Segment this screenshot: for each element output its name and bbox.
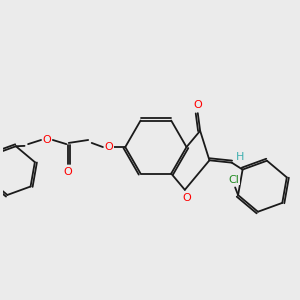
- Text: O: O: [104, 142, 113, 152]
- Text: O: O: [63, 167, 72, 177]
- Text: O: O: [183, 193, 192, 203]
- Text: H: H: [236, 152, 244, 162]
- Text: Cl: Cl: [229, 175, 239, 185]
- Text: O: O: [43, 135, 51, 145]
- Text: O: O: [194, 100, 202, 110]
